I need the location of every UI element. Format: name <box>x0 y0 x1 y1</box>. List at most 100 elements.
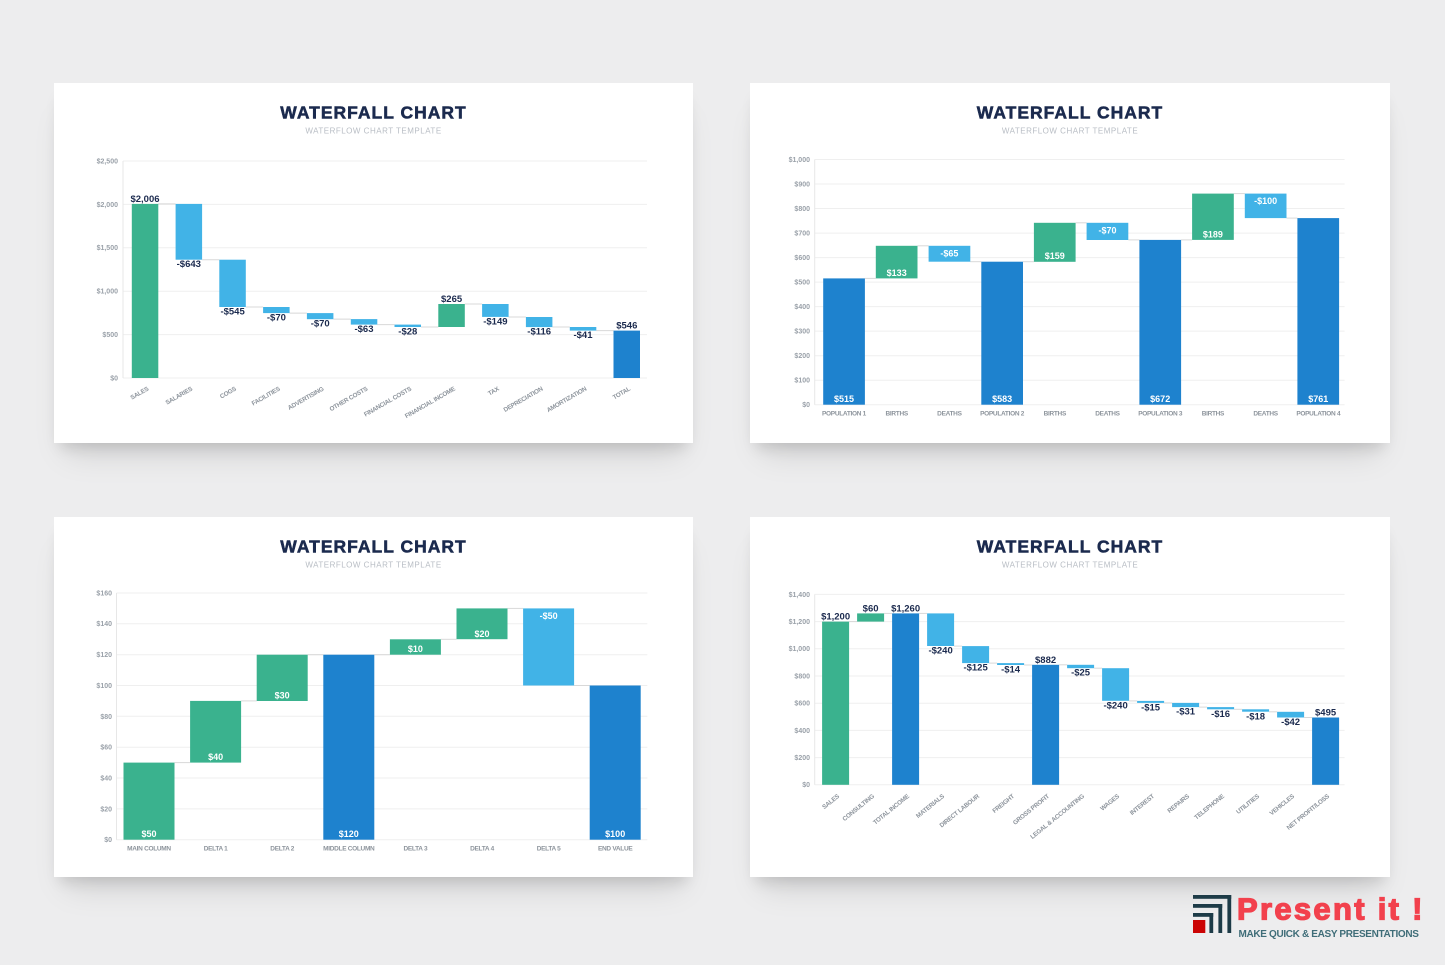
svg-text:-$41: -$41 <box>573 330 593 341</box>
svg-text:$100: $100 <box>605 829 625 839</box>
svg-text:SALES: SALES <box>821 793 841 811</box>
svg-text:$600: $600 <box>794 701 810 708</box>
svg-text:POPULATION 1: POPULATION 1 <box>822 411 867 418</box>
svg-text:POPULATION 2: POPULATION 2 <box>980 411 1025 418</box>
svg-text:DELTA 4: DELTA 4 <box>470 846 494 853</box>
svg-text:$60: $60 <box>100 745 112 752</box>
svg-text:DEATHS: DEATHS <box>1095 411 1120 418</box>
svg-text:$515: $515 <box>834 394 854 404</box>
svg-text:-$14: -$14 <box>1001 665 1021 676</box>
svg-text:TOTAL: TOTAL <box>612 385 632 401</box>
svg-text:FACILITIES: FACILITIES <box>251 386 282 408</box>
svg-text:DELTA 5: DELTA 5 <box>537 846 561 853</box>
svg-text:TELEPHONE: TELEPHONE <box>1193 793 1226 821</box>
svg-text:WATERFALL CHART: WATERFALL CHART <box>977 537 1163 557</box>
svg-text:$133: $133 <box>887 268 907 278</box>
svg-text:$189: $189 <box>1203 229 1223 239</box>
svg-text:$882: $882 <box>1035 655 1056 666</box>
svg-text:$2,500: $2,500 <box>97 158 119 165</box>
svg-text:SALES: SALES <box>129 386 150 402</box>
svg-text:$10: $10 <box>408 644 423 654</box>
svg-text:DELTA 2: DELTA 2 <box>270 846 294 853</box>
svg-text:-$100: -$100 <box>1254 196 1277 206</box>
svg-text:-$25: -$25 <box>1071 668 1091 679</box>
svg-text:$1,400: $1,400 <box>789 592 811 599</box>
svg-text:$2,006: $2,006 <box>130 194 159 205</box>
svg-text:$500: $500 <box>794 280 810 287</box>
svg-text:UTILITIES: UTILITIES <box>1235 793 1261 816</box>
svg-text:$0: $0 <box>104 837 112 844</box>
svg-text:$200: $200 <box>794 755 810 762</box>
svg-text:$546: $546 <box>616 321 637 332</box>
svg-text:-$18: -$18 <box>1246 711 1265 722</box>
svg-text:$1,000: $1,000 <box>97 289 119 296</box>
svg-text:DEPRECIATION: DEPRECIATION <box>502 385 544 413</box>
svg-text:CONSULTING: CONSULTING <box>841 793 876 823</box>
svg-text:$1,000: $1,000 <box>789 646 811 653</box>
svg-text:$159: $159 <box>1045 251 1065 261</box>
svg-text:WATERFALL CHART: WATERFALL CHART <box>977 103 1163 123</box>
svg-text:$100: $100 <box>794 378 810 385</box>
svg-text:$500: $500 <box>102 332 118 339</box>
svg-text:$20: $20 <box>474 629 489 639</box>
svg-text:-$643: -$643 <box>177 259 201 270</box>
svg-text:BIRTHS: BIRTHS <box>1044 411 1067 418</box>
svg-text:-$50: -$50 <box>540 611 558 621</box>
svg-text:$2,000: $2,000 <box>97 202 119 209</box>
svg-text:SALARIES: SALARIES <box>164 386 193 407</box>
svg-text:$0: $0 <box>802 402 810 409</box>
svg-text:DEATHS: DEATHS <box>1253 411 1278 418</box>
svg-text:$40: $40 <box>208 752 223 762</box>
svg-text:INTEREST: INTEREST <box>1129 793 1156 817</box>
svg-text:$40: $40 <box>100 775 112 782</box>
svg-text:POPULATION 3: POPULATION 3 <box>1138 411 1183 418</box>
svg-text:-$240: -$240 <box>1103 700 1127 711</box>
svg-text:OTHER COSTS: OTHER COSTS <box>328 386 369 413</box>
svg-text:-$125: -$125 <box>963 663 988 674</box>
svg-text:$1,260: $1,260 <box>891 603 920 614</box>
svg-text:$800: $800 <box>794 673 810 680</box>
svg-text:BIRTHS: BIRTHS <box>1202 411 1225 418</box>
svg-text:WATERFLOW CHART TEMPLATE: WATERFLOW CHART TEMPLATE <box>305 127 441 136</box>
svg-text:WATERFLOW CHART TEMPLATE: WATERFLOW CHART TEMPLATE <box>1002 127 1138 136</box>
svg-text:DEATHS: DEATHS <box>937 411 962 418</box>
svg-text:$120: $120 <box>96 652 112 659</box>
svg-text:WATERFALL CHART: WATERFALL CHART <box>280 103 466 123</box>
svg-text:$160: $160 <box>96 590 112 597</box>
svg-text:$1,200: $1,200 <box>821 612 850 623</box>
svg-text:-$65: -$65 <box>940 248 958 258</box>
svg-text:$1,500: $1,500 <box>97 245 119 252</box>
svg-text:$60: $60 <box>863 603 879 614</box>
svg-text:$80: $80 <box>100 714 112 721</box>
svg-text:COGS: COGS <box>219 386 238 401</box>
svg-text:WAGES: WAGES <box>1099 793 1121 812</box>
svg-text:$300: $300 <box>794 329 810 336</box>
svg-text:-$149: -$149 <box>483 317 507 328</box>
svg-text:MAKE QUICK & EASY PRESENTATION: MAKE QUICK & EASY PRESENTATIONS <box>1239 929 1420 940</box>
svg-text:-$28: -$28 <box>398 327 417 338</box>
svg-text:REPAIRS: REPAIRS <box>1166 793 1190 815</box>
svg-text:-$31: -$31 <box>1176 707 1196 718</box>
svg-text:DELTA 1: DELTA 1 <box>204 846 228 853</box>
svg-text:-$240: -$240 <box>928 646 952 657</box>
svg-text:WATERFLOW CHART TEMPLATE: WATERFLOW CHART TEMPLATE <box>305 561 441 570</box>
svg-text:MIDDLE COLUMN: MIDDLE COLUMN <box>323 846 375 853</box>
svg-text:$120: $120 <box>339 829 359 839</box>
svg-text:DELTA 3: DELTA 3 <box>404 846 428 853</box>
svg-text:$583: $583 <box>992 394 1012 404</box>
svg-text:-$70: -$70 <box>267 313 286 324</box>
svg-text:$1,000: $1,000 <box>789 157 811 164</box>
svg-text:-$545: -$545 <box>220 307 245 318</box>
svg-text:POPULATION 4: POPULATION 4 <box>1296 411 1341 418</box>
svg-text:$0: $0 <box>802 782 810 789</box>
svg-text:TAX: TAX <box>487 385 501 397</box>
svg-text:ADVERTISING: ADVERTISING <box>287 386 326 412</box>
svg-text:$400: $400 <box>794 304 810 311</box>
svg-text:$1,200: $1,200 <box>789 619 811 626</box>
svg-text:$900: $900 <box>794 181 810 188</box>
svg-text:$495: $495 <box>1315 708 1337 719</box>
svg-text:WATERFLOW CHART TEMPLATE: WATERFLOW CHART TEMPLATE <box>1002 561 1138 570</box>
svg-text:-$16: -$16 <box>1211 709 1230 720</box>
svg-text:$600: $600 <box>794 255 810 262</box>
svg-text:$100: $100 <box>96 683 112 690</box>
